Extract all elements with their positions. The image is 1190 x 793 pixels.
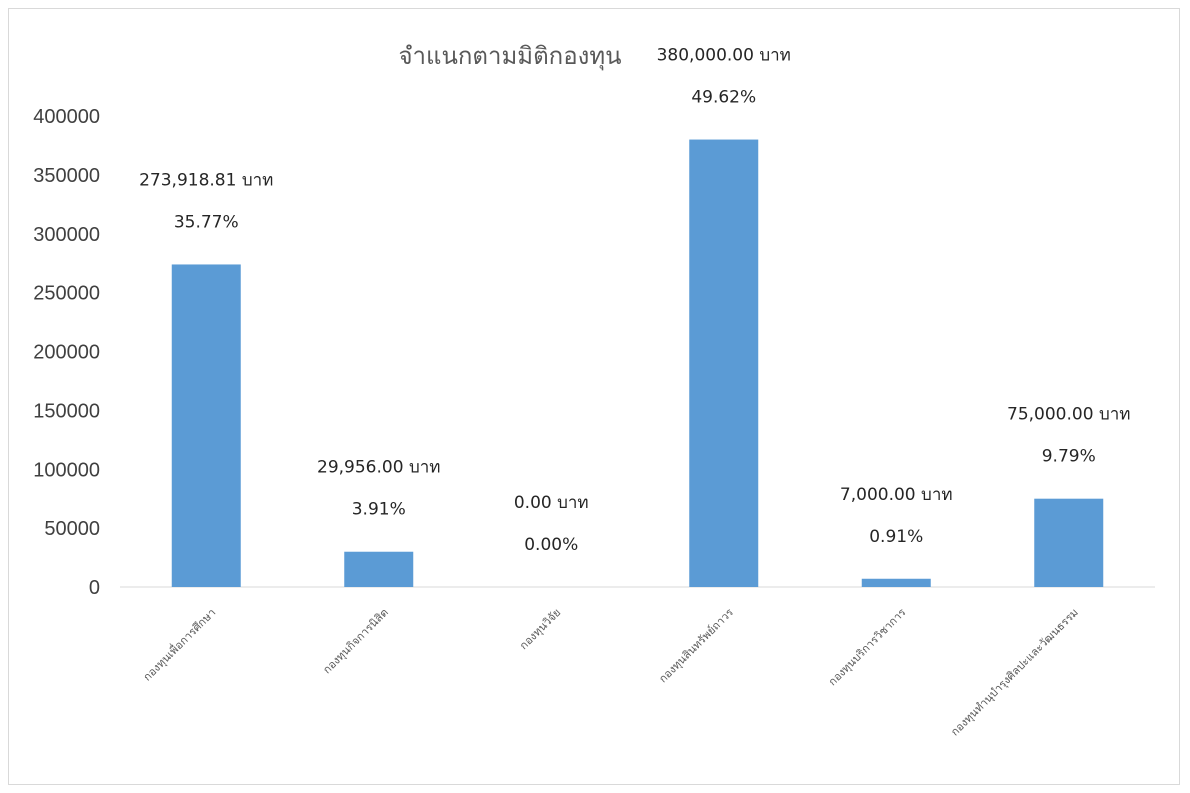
value-label: 273,918.81 บาท — [139, 170, 273, 190]
value-label: 29,956.00 บาท — [317, 458, 440, 478]
y-tick-label: 400000 — [33, 106, 100, 128]
chart-title: จำแนกตามมิติกองทุน — [398, 42, 621, 71]
bar — [344, 551, 414, 587]
percent-label: 0.00% — [524, 535, 578, 555]
value-label: 75,000.00 บาท — [1007, 405, 1130, 425]
y-tick-label: 250000 — [33, 283, 100, 305]
value-label: 0.00 บาท — [514, 493, 589, 513]
bar — [861, 578, 931, 587]
y-tick-label: 300000 — [33, 224, 100, 246]
category-label: กองทุนกิจการนิสิต — [320, 606, 390, 676]
y-tick-label: 50000 — [44, 518, 100, 540]
bar — [689, 139, 759, 588]
y-tick-label: 0 — [89, 577, 100, 599]
category-label: กองทุนเพื่อการศึกษา — [139, 605, 218, 684]
percent-label: 9.79% — [1042, 447, 1096, 467]
category-label: กองทุนสินทรัพย์ถาวร — [656, 606, 736, 686]
y-axis-tick-labels: 0 50000 100000 150000 200000 250000 300000 3500… — [33, 106, 100, 599]
percent-label: 3.91% — [352, 500, 406, 520]
bar — [1034, 498, 1104, 587]
y-tick-label: 350000 — [33, 165, 100, 187]
category-label: กองทุนทำนุบำรุงศิลปะและวัฒนธรรม — [948, 606, 1081, 739]
percent-label: 35.77% — [174, 212, 239, 232]
category-labels: กองทุนเพื่อการศึกษา กองทุนกิจการนิสิต กองท… — [139, 605, 1081, 739]
y-tick-label: 200000 — [33, 342, 100, 364]
category-label: กองทุนบริการวิชาการ — [826, 606, 909, 689]
bars — [171, 139, 1104, 588]
percent-labels: 35.77% 3.91% 0.00% 49.62% 0.91% 9.79% — [174, 88, 1096, 555]
category-label: กองทุนวิจัย — [517, 606, 563, 652]
percent-label: 0.91% — [869, 527, 923, 547]
value-label: 7,000.00 บาท — [840, 485, 953, 505]
y-tick-label: 150000 — [33, 400, 100, 422]
value-labels: 273,918.81 บาท 29,956.00 บาท 0.00 บาท 380,0… — [139, 46, 1130, 513]
y-tick-label: 100000 — [33, 459, 100, 481]
value-label: 380,000.00 บาท — [657, 46, 791, 66]
bar — [171, 264, 241, 587]
percent-label: 49.62% — [691, 88, 756, 108]
